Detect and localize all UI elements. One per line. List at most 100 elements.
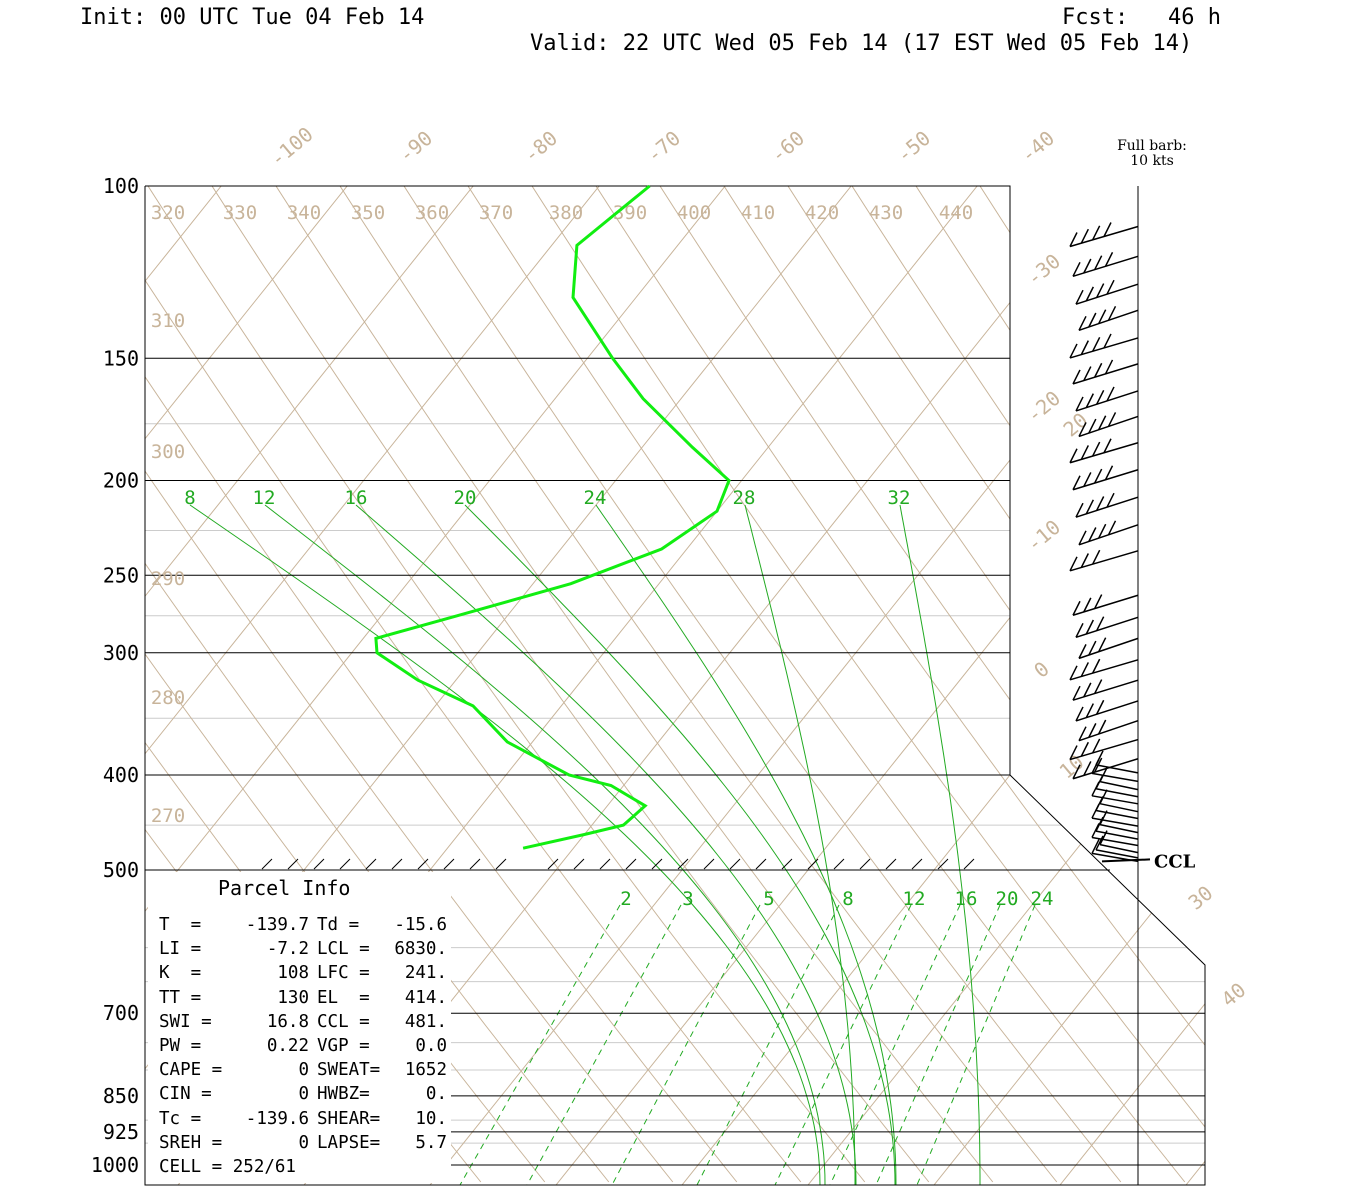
wind-barb-flag — [1103, 222, 1112, 237]
mixing-ratio-label: 12 — [903, 888, 926, 910]
parcel-cell-v2: 414. — [404, 987, 447, 1008]
wind-barb — [1075, 699, 1139, 722]
isotherm — [145, 186, 726, 1185]
isotherm-label: -10 — [1022, 515, 1065, 557]
pressure-label: 300 — [103, 641, 139, 665]
wind-barb-flag — [1088, 527, 1097, 542]
parcel-cell-v1: -139.6 — [245, 1108, 309, 1129]
wind-barb-flag — [1095, 283, 1105, 298]
mixing-ratio-label: 8 — [842, 888, 853, 910]
isotherm — [145, 186, 348, 1185]
moist-adiabat-label: 8 — [184, 487, 195, 509]
wind-barb-shaft — [1091, 817, 1139, 827]
mixing-ratio-label: 16 — [955, 888, 978, 910]
parcel-cell-v1: 108 — [277, 963, 309, 984]
hatch-mark — [313, 858, 325, 870]
dry-adiabat — [147, 186, 866, 1183]
wind-barb — [1072, 359, 1139, 385]
hatch-mark — [573, 858, 585, 870]
wind-barb-shaft — [1069, 659, 1139, 681]
theta-label: 330 — [223, 202, 257, 224]
hatch-mark — [963, 858, 975, 870]
parcel-row: Tc = -139.6 SHEAR= 10. — [159, 1107, 520, 1131]
parcel-cell-v2: 0.0 — [415, 1036, 447, 1057]
pressure-label: 1000 — [91, 1153, 139, 1177]
wind-barb-flag — [1078, 530, 1087, 546]
wind-barb-flag — [1095, 389, 1105, 405]
wind-barb-flag — [1088, 312, 1097, 328]
parcel-cell-k1: LI = — [159, 939, 202, 960]
ccl-tick — [1101, 858, 1151, 863]
mixing-ratio-line — [611, 904, 761, 1185]
wind-barb-flag — [1104, 359, 1114, 375]
moist-adiabat-label: 12 — [253, 487, 276, 509]
wind-barb-flag — [1083, 472, 1092, 487]
parcel-cell-v1: 130 — [277, 987, 309, 1008]
wind-barb-flag — [1107, 520, 1117, 536]
isotherm-label: -90 — [394, 126, 437, 168]
temperature-trace — [374, 184, 731, 850]
moist-adiabat-label: 32 — [888, 487, 911, 509]
parcel-info-table: T = -139.7 Td = -15.6 LI = -7.2 LCL = 6830. K = 1… — [159, 913, 520, 1179]
parcel-cell-v1: 0 — [298, 1060, 309, 1081]
hatch-mark — [677, 858, 689, 870]
hatch-mark — [599, 858, 611, 870]
parcel-row: CAPE = 0 SWEAT= 1652 — [159, 1058, 520, 1082]
wind-barb-flag — [1091, 336, 1101, 352]
init-time: Init: 00 UTC Tue 04 Feb 14 — [80, 5, 425, 30]
wind-barb — [1075, 492, 1139, 518]
wind-barb — [1078, 306, 1139, 332]
wind-barb-shaft — [1099, 780, 1139, 791]
wind-barb-shaft — [1072, 594, 1139, 616]
wind-barb-flag — [1080, 662, 1090, 677]
isotherm — [1059, 186, 1205, 1185]
parcel-cell-k1: Tc = — [159, 1108, 202, 1129]
wind-barb-flag — [1075, 706, 1084, 722]
dry-adiabat — [659, 186, 1205, 1183]
parcel-cell-k1: SREH = — [159, 1132, 223, 1153]
dry-adiabat — [1171, 186, 1205, 1183]
dry-adiabat — [145, 186, 738, 1183]
wind-barb-flag — [1091, 225, 1101, 241]
hatch-mark — [287, 858, 299, 870]
parcel-info-bg — [148, 872, 451, 1183]
pressure-label: 700 — [103, 1001, 139, 1025]
wind-barb — [1072, 251, 1139, 278]
wind-barb-shaft — [1075, 616, 1139, 639]
wind-barb-flag — [1104, 251, 1114, 267]
dry-adiabat — [1107, 186, 1205, 1183]
parcel-row: CIN = 0 HWBZ= 0. — [159, 1082, 520, 1106]
isotherm — [933, 186, 1205, 1185]
dry-adiabat — [145, 186, 802, 1183]
moist-adiabat-group — [189, 504, 1036, 1185]
wind-barb-flag — [1095, 616, 1105, 632]
mixing-ratio-label: 5 — [763, 888, 774, 910]
wind-barb-shaft — [1095, 849, 1139, 859]
pressure-label: 200 — [103, 469, 139, 493]
hatch-mark — [391, 858, 403, 870]
wind-barb-flag — [1088, 723, 1097, 738]
theta-label: 400 — [677, 202, 711, 224]
forecast-hour: Fcst: 46 h — [1062, 5, 1221, 30]
wind-barb-flag — [1085, 393, 1095, 408]
pressure-label: 925 — [103, 1120, 139, 1144]
isotherm-label: 10 — [1055, 750, 1089, 784]
wind-barb — [1069, 738, 1139, 761]
isotherm-label: -100 — [265, 122, 317, 171]
hatch-mark — [339, 858, 351, 870]
dry-adiabat — [851, 186, 1205, 1183]
parcel-cell-k1: CIN = — [159, 1084, 212, 1105]
wind-barb-shaft — [1099, 802, 1139, 813]
wind-barb-flag — [1078, 316, 1087, 331]
wind-barb — [1078, 637, 1139, 660]
wind-barb — [1069, 222, 1139, 248]
parcel-cell-k2: LCL = — [317, 939, 370, 960]
wind-barb-flag — [1085, 703, 1095, 718]
parcel-cell-v2: 5.7 — [415, 1132, 447, 1153]
valid-time: Valid: 22 UTC Wed 05 Feb 14 (17 EST Wed … — [530, 31, 1193, 56]
wind-barb — [1069, 549, 1139, 572]
wind-barb-flag — [1080, 228, 1090, 244]
parcel-cell-k2: SWEAT= — [317, 1060, 381, 1081]
wind-barb — [1075, 279, 1139, 305]
dry-adiabat — [339, 186, 1058, 1183]
